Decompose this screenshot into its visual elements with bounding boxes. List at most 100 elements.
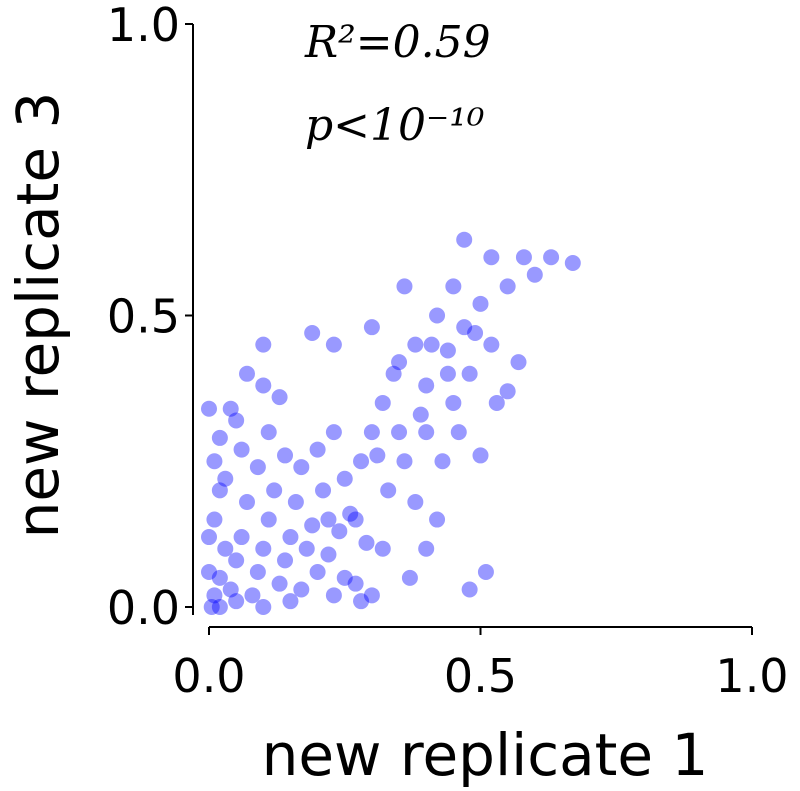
y-tick-label: 0.0 (107, 581, 180, 635)
point (347, 511, 364, 528)
point (374, 540, 391, 557)
point (249, 459, 266, 476)
point (391, 424, 408, 441)
point (325, 587, 342, 604)
point (407, 336, 424, 353)
point (331, 523, 348, 540)
point (407, 494, 424, 511)
point (336, 569, 353, 586)
point (336, 470, 353, 487)
point (434, 453, 451, 470)
point (418, 377, 435, 394)
point (445, 278, 462, 295)
point (282, 593, 299, 610)
point (287, 494, 304, 511)
point (347, 575, 364, 592)
point (239, 365, 256, 382)
point (429, 307, 446, 324)
point (211, 429, 228, 446)
point (211, 599, 228, 615)
point (472, 447, 489, 464)
point (467, 324, 484, 341)
point (249, 564, 266, 581)
x-axis-label: new replicate 1 (262, 721, 709, 789)
point (277, 447, 294, 464)
x-tick-label: 0.0 (172, 649, 245, 703)
point (499, 278, 516, 295)
x-tick-label: 1.0 (715, 649, 788, 703)
point (228, 593, 245, 610)
point (363, 319, 380, 336)
annotation: R²=0.59 (304, 17, 491, 68)
point (369, 447, 386, 464)
point (217, 540, 234, 557)
x-tick-label: 0.5 (444, 649, 517, 703)
point (391, 354, 408, 371)
point (222, 400, 239, 417)
point (380, 482, 397, 499)
point (325, 336, 342, 353)
point (201, 529, 217, 546)
point (325, 424, 342, 441)
point (304, 324, 321, 341)
point (271, 575, 288, 592)
point (374, 394, 391, 411)
point (439, 365, 456, 382)
point (342, 505, 359, 522)
point (304, 517, 321, 534)
point (222, 581, 239, 598)
point (526, 266, 543, 283)
point (271, 389, 288, 406)
point (412, 406, 429, 423)
point (445, 394, 462, 411)
point (515, 249, 532, 266)
point (439, 342, 456, 359)
point (358, 534, 375, 551)
point (499, 383, 516, 400)
point (315, 482, 332, 499)
point (363, 424, 380, 441)
point (353, 593, 370, 610)
point (461, 581, 478, 598)
y-tick-label: 0.5 (107, 290, 180, 344)
point (423, 336, 440, 353)
point (217, 470, 234, 487)
point (472, 295, 489, 312)
point (255, 540, 272, 557)
point (260, 511, 277, 528)
point (543, 249, 560, 266)
point (483, 336, 500, 353)
point (260, 424, 277, 441)
point (293, 459, 310, 476)
point (461, 365, 478, 382)
y-tick-label: 1.0 (107, 0, 180, 52)
point (309, 564, 326, 581)
point (396, 453, 413, 470)
point (255, 377, 272, 394)
point (363, 587, 380, 604)
point (203, 599, 220, 615)
point (396, 278, 413, 295)
point (244, 587, 261, 604)
point (206, 453, 223, 470)
point (456, 319, 473, 336)
point (293, 581, 310, 598)
point (309, 441, 326, 458)
point (228, 552, 245, 569)
point (266, 482, 283, 499)
point (320, 511, 337, 528)
point (385, 365, 402, 382)
point (510, 354, 527, 371)
point (450, 424, 467, 441)
point (239, 494, 256, 511)
point (488, 394, 505, 411)
point (298, 540, 315, 557)
point (320, 546, 337, 563)
point (201, 564, 217, 581)
point (201, 400, 217, 417)
point (211, 482, 228, 499)
point (401, 569, 418, 586)
point (483, 249, 500, 266)
point (477, 564, 494, 581)
